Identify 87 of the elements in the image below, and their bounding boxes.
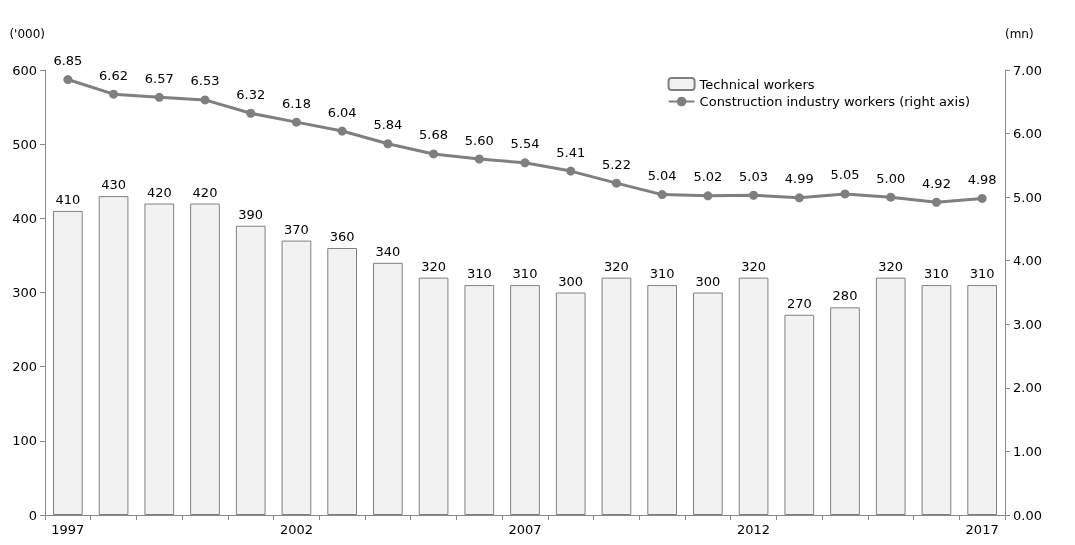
- data-label: 340: [375, 243, 401, 259]
- point: [337, 126, 347, 136]
- data-label: 5.02: [693, 169, 723, 185]
- point: [200, 95, 210, 105]
- data-label: 5.04: [647, 168, 677, 184]
- data-label: 300: [558, 273, 584, 289]
- data-label: 5.60: [464, 132, 494, 148]
- y2-tick-label: 2.00: [1013, 380, 1042, 396]
- point: [246, 108, 256, 118]
- y-tick-label: 0: [28, 507, 37, 523]
- point: [794, 193, 804, 203]
- data-label: 5.03: [739, 168, 769, 184]
- data-label: 6.57: [144, 70, 174, 86]
- data-label: 4.92: [921, 175, 951, 191]
- data-label: 5.05: [830, 167, 860, 183]
- y2-tick-label: 1.00: [1013, 443, 1042, 459]
- legend-label: Construction industry workers (right axis): [699, 94, 971, 109]
- point: [886, 192, 896, 202]
- data-label: 310: [924, 266, 949, 282]
- y-tick-label: 600: [12, 62, 37, 78]
- data-label: 310: [649, 266, 675, 282]
- data-label: 410: [55, 191, 81, 207]
- data-label: 6.53: [190, 73, 220, 89]
- x-tick-label: 1997: [51, 522, 85, 537]
- y-tick-label: 100: [12, 433, 37, 449]
- data-label: 5.54: [510, 136, 540, 152]
- y2-tick-label: 5.00: [1013, 189, 1042, 205]
- y2-tick-label: 4.00: [1013, 253, 1042, 269]
- data-label: 6.32: [236, 86, 266, 102]
- point: [154, 92, 164, 102]
- point: [703, 191, 713, 201]
- y2-tick-label: 7.00: [1013, 62, 1042, 78]
- data-label: 4.98: [967, 171, 997, 187]
- y-axis-title: ('000): [9, 27, 45, 41]
- data-label: 5.84: [373, 117, 403, 133]
- y2-tick-label: 0.00: [1013, 507, 1042, 523]
- point: [657, 190, 667, 200]
- data-label: 5.41: [556, 144, 586, 160]
- x-tick-label: 2012: [737, 522, 771, 537]
- y2-axis-title: (mn): [1005, 27, 1034, 41]
- data-label: 310: [466, 266, 492, 282]
- data-label: 370: [284, 221, 309, 237]
- data-label: 430: [101, 177, 126, 193]
- data-label: 420: [192, 184, 218, 200]
- y-tick-label: 200: [12, 359, 37, 375]
- data-label: 6.62: [99, 67, 129, 83]
- data-label: 6.85: [53, 53, 83, 69]
- data-label: 320: [741, 258, 766, 274]
- y2-tick-label: 6.00: [1013, 126, 1042, 142]
- data-label: 310: [969, 266, 995, 282]
- point: [840, 189, 850, 199]
- x-tick-label: 2007: [508, 522, 542, 537]
- point: [749, 190, 759, 200]
- data-label: 280: [832, 288, 858, 304]
- data-label: 6.18: [281, 95, 311, 111]
- y-tick-label: 400: [12, 210, 37, 226]
- data-label: 5.22: [601, 156, 631, 172]
- data-label: 310: [512, 266, 538, 282]
- x-tick-label: 2017: [965, 522, 999, 537]
- y-tick-label: 500: [12, 136, 37, 152]
- y-tick-label: 300: [12, 285, 37, 300]
- data-label: 320: [878, 258, 904, 274]
- data-label: 6.04: [327, 104, 357, 120]
- data-label: 4.99: [784, 171, 814, 187]
- point: [383, 139, 393, 149]
- y2-tick-label: 3.00: [1013, 316, 1042, 332]
- point: [109, 89, 119, 99]
- data-label: 320: [421, 258, 446, 274]
- point: [520, 158, 530, 168]
- point: [931, 197, 941, 207]
- point: [977, 193, 987, 203]
- legend-label: Technical workers: [698, 76, 815, 92]
- data-label: 360: [329, 229, 355, 244]
- data-label: 270: [786, 295, 812, 311]
- point: [566, 166, 576, 176]
- data-label: 300: [695, 273, 721, 289]
- x-tick-label: 2002: [279, 522, 313, 537]
- data-label: 420: [146, 184, 172, 200]
- point: [429, 149, 439, 159]
- data-label: 390: [238, 206, 264, 222]
- data-label: 5.00: [876, 170, 906, 186]
- data-label: 5.68: [419, 127, 449, 143]
- point: [611, 178, 621, 188]
- point: [291, 117, 301, 127]
- point: [474, 154, 484, 164]
- point: [63, 75, 73, 85]
- data-label: 320: [604, 258, 629, 274]
